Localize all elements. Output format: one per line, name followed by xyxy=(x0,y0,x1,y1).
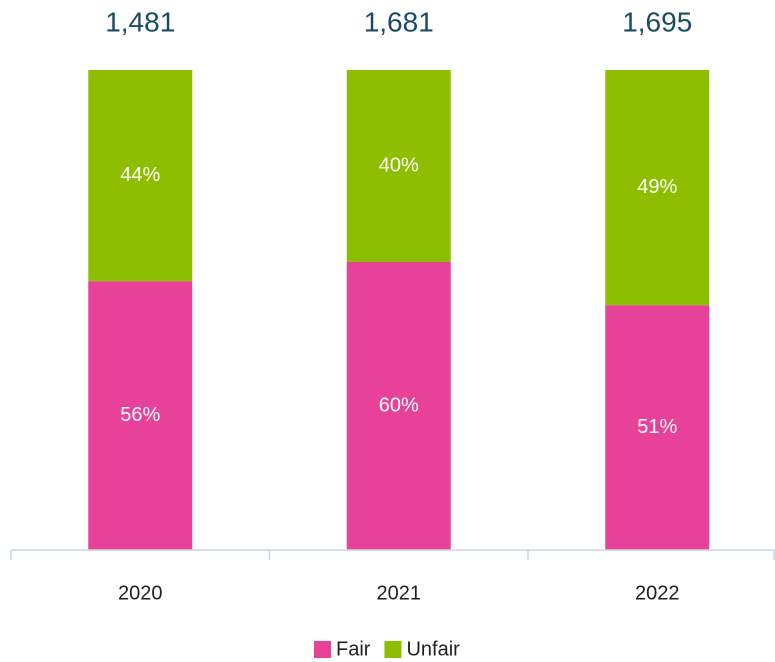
total-label: 1,481 xyxy=(105,6,175,37)
bar-segment xyxy=(88,70,193,282)
data-label: 44% xyxy=(120,164,160,186)
bar-segment xyxy=(88,281,193,550)
data-label: 49% xyxy=(637,176,677,198)
data-label: 51% xyxy=(637,416,677,438)
bar-segment xyxy=(605,305,710,550)
legend-swatch xyxy=(314,641,331,658)
x-tick-label: 2021 xyxy=(377,582,422,604)
bar-segment xyxy=(346,262,451,550)
bar-segment xyxy=(605,70,710,306)
data-label: 40% xyxy=(379,154,419,176)
x-tick-label: 2020 xyxy=(118,582,163,604)
legend-swatch xyxy=(384,641,402,658)
x-tick-label: 2022 xyxy=(635,582,680,604)
legend-label: Unfair xyxy=(406,638,460,660)
legend-label: Fair xyxy=(336,638,371,660)
data-label: 60% xyxy=(379,394,419,416)
bar-segment xyxy=(346,70,451,262)
total-label: 1,695 xyxy=(622,6,692,37)
total-label: 1,681 xyxy=(364,6,434,37)
data-label: 56% xyxy=(120,404,160,426)
